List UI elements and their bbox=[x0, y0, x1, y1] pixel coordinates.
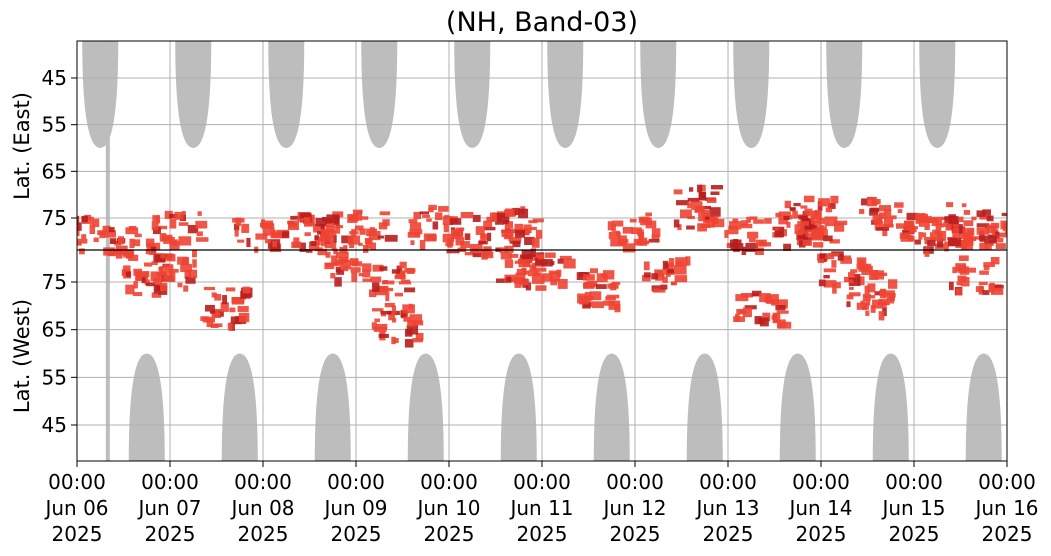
night-mask-west bbox=[593, 353, 630, 461]
chart-title: (NH, Band-03) bbox=[446, 7, 638, 38]
activity-patch bbox=[976, 212, 1007, 250]
y-tick-label-west: 45 bbox=[42, 413, 67, 437]
night-mask-west bbox=[872, 353, 909, 461]
night-mask-west bbox=[779, 353, 816, 461]
activity-patch bbox=[297, 211, 354, 250]
x-tick-label: 00:00 Jun 08 2025 bbox=[229, 470, 294, 546]
night-mask-east bbox=[919, 41, 956, 148]
x-tick-label: 00:00 Jun 13 2025 bbox=[694, 470, 759, 546]
y-tick-label-east: 45 bbox=[42, 66, 67, 90]
night-mask-west bbox=[686, 353, 723, 461]
night-mask-east bbox=[640, 41, 677, 148]
y-tick-label-west: 65 bbox=[42, 318, 67, 342]
activity-patch bbox=[343, 209, 398, 254]
y-tick-label-west: 55 bbox=[42, 365, 67, 389]
activity-patch bbox=[200, 286, 253, 331]
activity-patch bbox=[576, 268, 621, 313]
activity-patch bbox=[362, 261, 416, 302]
activity-patch bbox=[492, 206, 544, 257]
night-mask-east bbox=[826, 41, 863, 148]
activity-patch bbox=[607, 212, 661, 253]
activity-patch bbox=[817, 251, 873, 294]
activity-patch bbox=[724, 216, 772, 256]
y-tick-label-east: 65 bbox=[42, 159, 67, 183]
night-mask-east bbox=[175, 41, 212, 148]
night-mask-east bbox=[82, 41, 119, 148]
activity-patch bbox=[150, 249, 198, 294]
y-tick-label-east: 55 bbox=[42, 113, 67, 137]
night-mask-east bbox=[733, 41, 770, 148]
activity-patch bbox=[324, 246, 372, 287]
activity-patch bbox=[371, 302, 424, 348]
activity-layer bbox=[77, 184, 1007, 348]
night-mask-east bbox=[268, 41, 305, 148]
night-mask-east bbox=[454, 41, 491, 148]
night-mask-west bbox=[965, 353, 1002, 461]
x-tick-label: 00:00 Jun 14 2025 bbox=[787, 470, 852, 546]
activity-patch bbox=[846, 270, 898, 321]
night-mask-east bbox=[361, 41, 398, 148]
activity-patch bbox=[407, 204, 464, 250]
x-tick-label: 00:00 Jun 10 2025 bbox=[415, 470, 480, 546]
y-tick-label-west: 75 bbox=[42, 270, 67, 294]
x-tick-label: 00:00 Jun 06 2025 bbox=[43, 470, 108, 546]
night-mask-west bbox=[314, 353, 351, 461]
activity-patch bbox=[859, 196, 915, 238]
y-axis-ticks: 45 55 65 75 75 65 55 45 bbox=[42, 66, 77, 437]
x-tick-label: 00:00 Jun 09 2025 bbox=[322, 470, 387, 546]
night-mask-west bbox=[407, 353, 444, 461]
x-tick-label: 00:00 Jun 11 2025 bbox=[508, 470, 573, 546]
activity-patch bbox=[948, 255, 1004, 296]
activity-patch bbox=[232, 217, 289, 253]
activity-patch bbox=[789, 195, 848, 248]
activity-patch bbox=[519, 250, 576, 291]
y-tick-label-east: 75 bbox=[42, 206, 67, 230]
night-mask-east bbox=[547, 41, 584, 148]
night-mask-west bbox=[500, 353, 537, 461]
night-mask-layer bbox=[82, 41, 1002, 461]
grid-lines bbox=[77, 41, 1007, 461]
x-tick-label: 00:00 Jun 12 2025 bbox=[601, 470, 666, 546]
activity-patch bbox=[642, 256, 691, 293]
x-tick-label: 00:00 Jun 07 2025 bbox=[136, 470, 201, 546]
y-axis-label-east: Lat. (East) bbox=[10, 92, 34, 200]
night-mask-west bbox=[128, 353, 165, 461]
x-tick-label: 00:00 Jun 15 2025 bbox=[880, 470, 945, 546]
night-mask-west bbox=[221, 353, 258, 461]
y-axis-label-west: Lat. (West) bbox=[10, 299, 34, 413]
activity-patch bbox=[673, 184, 725, 232]
x-axis-ticks: 00:00 Jun 06 2025 00:00 Jun 07 2025 00:00 Jun 0… bbox=[43, 461, 1039, 546]
plot-area bbox=[77, 41, 1007, 461]
activity-patch bbox=[733, 290, 792, 329]
x-tick-label: 00:00 Jun 16 2025 bbox=[973, 470, 1038, 546]
activity-patch bbox=[151, 210, 209, 250]
